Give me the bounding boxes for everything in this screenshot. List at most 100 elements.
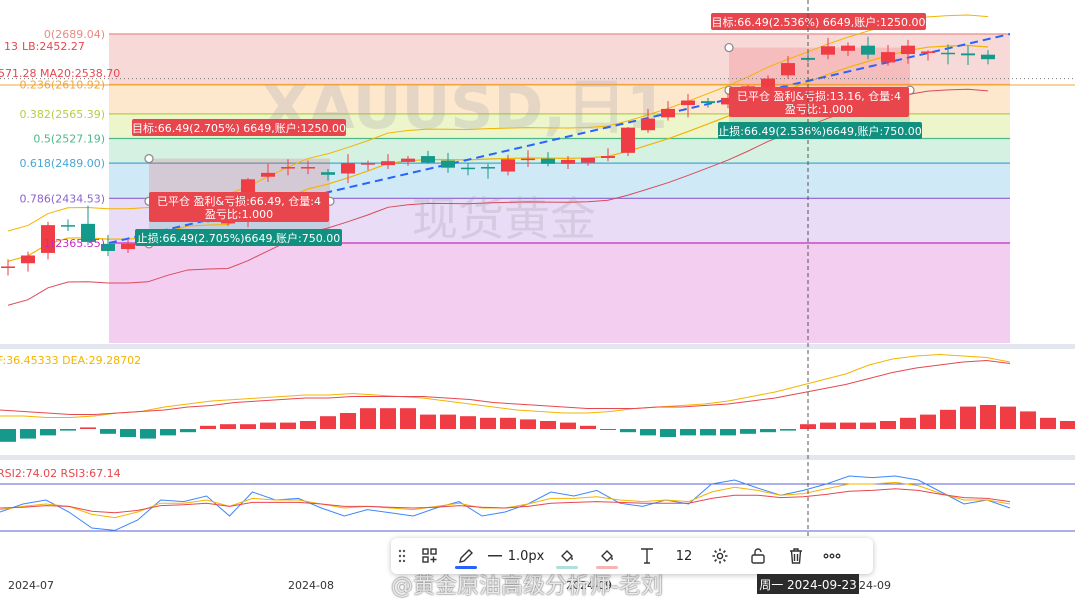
candle-body [501,159,515,172]
candle-body [601,156,615,158]
candle-body [661,108,675,118]
candle-body [641,118,655,131]
macd-bar [1000,406,1016,429]
macd-bar [420,414,436,429]
color-swatch-pink [596,566,618,569]
candle-body [101,243,115,251]
candle-body [621,127,635,153]
macd-bar [780,429,796,431]
settings-button[interactable] [701,538,739,574]
candle-body [441,160,455,168]
trade-stop-label-bg [718,122,922,139]
line-color-button[interactable] [447,538,485,574]
candle-body [1,266,15,268]
candle-body [781,63,795,76]
drawing-toolbar: 1.0px 12 [391,538,873,574]
candle-body [581,157,595,163]
macd-bar [60,429,76,431]
candle-body [61,225,75,227]
x-axis-label: 2024-07 [8,579,54,592]
trade-stop-label: 止损:66.49(2.536%)6649,账户:750.00 [718,124,921,138]
candle-body [721,97,735,105]
ma-prefix-label: 13 [4,40,18,53]
macd-bar [460,416,476,429]
candle-body [281,167,295,169]
macd-bar [180,429,196,433]
trade-handle [724,42,734,53]
fib-level-label: 0.236(2610.92) [19,78,105,91]
candle-body [961,53,975,56]
candle-body [121,243,135,250]
fib-zone [109,243,1010,343]
candle-body [541,158,555,164]
fib-level-label: 0.382(2565.39) [19,108,105,121]
macd-bar [340,413,356,429]
trade-closed-label: 已平仓 盈利&亏损:13.16, 仓量:4 [737,89,901,103]
drag-handle-icon[interactable] [391,538,413,574]
lock-button[interactable] [739,538,777,574]
candle-body [881,52,895,63]
trend-line [108,33,1011,244]
macd-bar [400,408,416,429]
trade-target-label-bg [711,13,926,30]
candle-body [941,52,955,55]
trade-target-label: 目标:66.49(2.705%) 6649,账户:1250.00 [132,121,346,135]
text-button[interactable] [627,538,667,574]
macd-bar [880,421,896,429]
rsi1-line [0,475,1011,531]
macd-dif-line [0,353,1011,418]
trade-closed-label: 已平仓 盈利&亏损:66.49, 仓量:4 [157,194,321,208]
candle-body [221,221,235,224]
macd-bar [900,417,916,429]
macd-bar [80,427,96,429]
macd-bar [600,429,616,430]
macd-bar [860,422,876,429]
delete-button[interactable] [777,538,815,574]
candle-body [981,54,995,60]
trade-profit-zone [729,47,910,91]
crosshair-time-label: 周一 2024-09-23 [757,574,859,594]
macd-bar [620,429,636,433]
trade-closed-label-bg [149,192,329,222]
fill-color-button[interactable] [547,538,587,574]
macd-bar [1020,411,1036,429]
fib-level-label: 1(2365.35) [44,237,105,250]
rsi-pane[interactable]: RSI2:74.02 RSI3:67.14 [0,467,1075,532]
fib-level-label: 0.618(2489.00) [19,157,105,170]
ma20-label: 571.28 MA20:2538.70 [0,67,120,80]
text-icon [641,548,653,564]
credit-watermark: @黄金原油高级分析师-老刘 [391,574,663,599]
fib-zone [109,138,1010,164]
macd-bar [260,422,276,429]
more-button[interactable] [815,538,849,574]
macd-bar [280,422,296,429]
trade-closed-label: 盈亏比:1.000 [785,103,853,116]
candle-body [41,225,55,253]
trade-handle [144,154,154,164]
pencil-icon [459,549,473,563]
macd-bar [980,405,996,429]
trade-target-label-bg [132,119,346,136]
candle-body [701,101,715,104]
candle-body [681,100,695,106]
macd-pane[interactable]: F:36.45333 DEA:29.28702 [0,353,1075,442]
candle-body [861,45,875,55]
background-color-button[interactable] [587,538,627,574]
macd-bar [960,406,976,429]
font-size-button[interactable]: 12 [667,538,701,574]
macd-dea-line [0,359,1011,415]
macd-bar [160,429,176,436]
candle-body [901,45,915,55]
macd-bar [480,417,496,429]
lb-label: LB:2452.27 [22,40,85,53]
macd-bar [360,408,376,429]
macd-bar [560,422,576,429]
paint-bucket-2-icon [601,550,613,562]
template-icon[interactable] [413,538,447,574]
rsi3-line [0,488,1011,514]
macd-bar [520,419,536,429]
macd-bar [840,422,856,429]
fib-zone [109,34,1010,85]
line-width-button[interactable]: 1.0px [485,538,547,574]
